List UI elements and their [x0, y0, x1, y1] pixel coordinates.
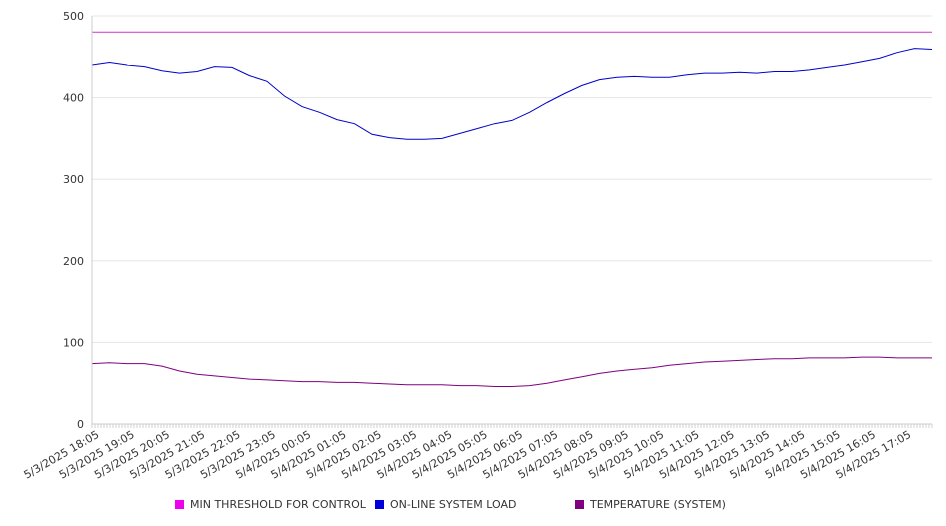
y-tick-label: 200: [63, 255, 84, 268]
series-line-temperature-system: [91, 356, 932, 387]
legend-swatch-min-threshold: [175, 500, 184, 509]
x-axis-tick-labels: 5/3/2025 18:055/3/2025 19:055/3/2025 20:…: [22, 428, 914, 482]
legend-swatch-system-load: [375, 500, 384, 509]
y-tick-label: 400: [63, 92, 84, 105]
y-axis-tick-labels: 0 100 200 300 400 500: [63, 10, 84, 431]
legend-item-min-threshold: MIN THRESHOLD FOR CONTROL: [175, 498, 366, 511]
legend-label-temperature: TEMPERATURE (SYSTEM): [590, 498, 726, 511]
series-line-on-line-system-load: [91, 48, 933, 140]
legend-swatch-temperature: [575, 500, 584, 509]
y-tick-label: 300: [63, 173, 84, 186]
y-tick-label: 500: [63, 10, 84, 23]
y-tick-label: 0: [77, 418, 84, 431]
y-tick-label: 100: [63, 336, 84, 349]
legend: MIN THRESHOLD FOR CONTROL ON-LINE SYSTEM…: [0, 498, 946, 514]
legend-label-min-threshold: MIN THRESHOLD FOR CONTROL: [190, 498, 366, 511]
legend-item-system-load: ON-LINE SYSTEM LOAD: [375, 498, 516, 511]
axes: [91, 16, 933, 428]
legend-item-temperature: TEMPERATURE (SYSTEM): [575, 498, 726, 511]
grid-lines: [92, 15, 932, 343]
series-lines: [91, 31, 933, 387]
legend-label-system-load: ON-LINE SYSTEM LOAD: [390, 498, 517, 511]
